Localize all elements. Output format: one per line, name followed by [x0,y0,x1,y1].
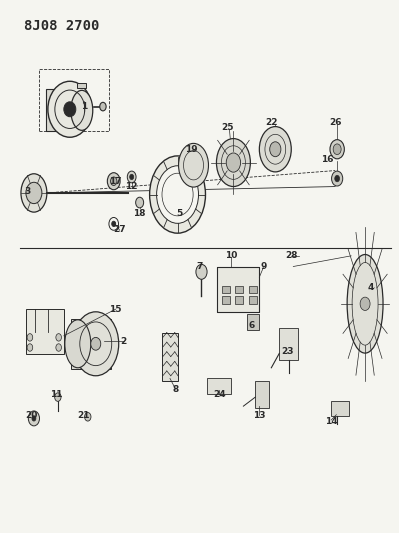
Text: 28: 28 [285,252,298,260]
Text: 4: 4 [368,284,374,292]
Text: 20: 20 [26,411,38,420]
Ellipse shape [150,156,205,233]
Ellipse shape [360,297,370,310]
Circle shape [27,344,33,351]
Bar [279,328,298,360]
Bar [249,296,257,304]
Text: 26: 26 [329,118,342,127]
Ellipse shape [48,81,92,137]
Ellipse shape [64,102,76,117]
Text: 12: 12 [125,182,138,191]
Text: 21: 21 [77,411,90,420]
Ellipse shape [347,254,383,353]
Circle shape [196,264,207,279]
Circle shape [56,334,61,341]
Text: 3: 3 [25,188,31,196]
Circle shape [333,144,341,155]
Text: 5: 5 [176,209,183,217]
Text: 2: 2 [120,337,127,345]
Text: 23: 23 [281,348,294,356]
Text: 19: 19 [185,145,198,154]
Ellipse shape [156,166,198,223]
Circle shape [32,416,36,421]
Bar [249,286,257,293]
Circle shape [28,411,40,426]
Text: 27: 27 [113,225,126,233]
Ellipse shape [71,90,93,130]
Circle shape [136,197,144,208]
Bar [217,266,259,312]
Circle shape [111,177,117,185]
Circle shape [112,221,116,227]
Bar [222,286,230,293]
Circle shape [270,142,281,157]
Circle shape [55,393,61,401]
Bar [331,401,349,416]
Ellipse shape [178,143,208,187]
Bar [235,286,243,293]
Text: 17: 17 [109,177,122,185]
Circle shape [100,102,106,111]
Circle shape [330,140,344,159]
Text: 11: 11 [49,390,62,399]
Bar [71,319,111,369]
Bar [222,296,230,304]
Text: 16: 16 [321,156,334,164]
Circle shape [56,344,61,351]
Circle shape [335,175,340,182]
Circle shape [85,413,91,421]
Text: 24: 24 [213,390,226,399]
Ellipse shape [91,337,101,350]
Circle shape [127,171,136,183]
Bar [255,381,269,408]
Text: 25: 25 [221,124,234,132]
Circle shape [130,174,134,180]
Bar [39,69,109,131]
Text: 15: 15 [109,305,122,313]
Text: 14: 14 [325,417,338,425]
Ellipse shape [21,174,47,212]
Bar [26,309,64,354]
Ellipse shape [216,139,251,187]
Circle shape [107,173,120,190]
Text: 8: 8 [172,385,179,393]
Circle shape [332,171,343,186]
Text: 6: 6 [248,321,255,329]
Text: 9: 9 [260,262,267,271]
Bar [162,333,178,381]
Text: 8J08 2700: 8J08 2700 [24,19,99,33]
Bar [207,378,231,394]
Circle shape [26,182,42,204]
Bar [46,89,82,131]
Ellipse shape [65,320,91,368]
Bar [247,314,259,330]
Text: 22: 22 [265,118,278,127]
Ellipse shape [259,127,291,172]
Text: 10: 10 [225,252,238,260]
Bar [235,296,243,304]
Text: 18: 18 [133,209,146,217]
Text: 13: 13 [253,411,266,420]
Ellipse shape [73,312,119,376]
Bar [217,266,259,312]
Circle shape [27,334,33,341]
Bar [77,83,86,88]
Text: 1: 1 [81,102,87,111]
Text: 7: 7 [196,262,203,271]
Circle shape [226,153,241,172]
